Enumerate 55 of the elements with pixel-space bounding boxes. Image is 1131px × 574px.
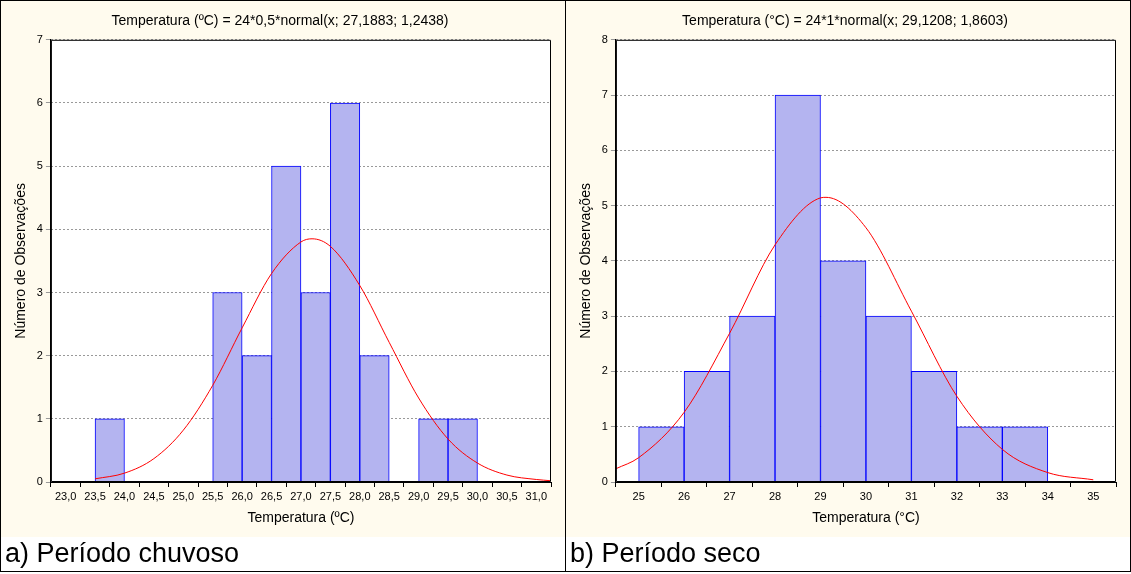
y-tick-label: 4 [601, 253, 608, 266]
x-tick-label: 28,5 [378, 489, 400, 502]
x-tick-label: 25 [632, 489, 645, 502]
x-tick-label: 28,0 [349, 489, 371, 502]
x-tick-label: 29,5 [437, 489, 459, 502]
x-tick-label: 35 [1087, 489, 1100, 502]
x-tick-label: 29,0 [407, 489, 430, 502]
y-tick-label: 8 [601, 32, 608, 45]
x-axis-title: Temperatura (°C) [812, 509, 920, 526]
line-series [615, 196, 1094, 481]
y-tick-label: 7 [36, 32, 43, 45]
chart-title: Temperatura (°C) = 24*1*normal(x; 29,1208; 1,8603) [682, 12, 1008, 29]
x-tick-label: 28 [768, 489, 782, 502]
x-tick-label: 23,5 [84, 489, 106, 502]
y-tick-label: 0 [601, 475, 608, 488]
x-tick-label: 34 [1041, 489, 1054, 502]
y-tick-label: 2 [36, 348, 43, 361]
x-axis-title: Temperatura (ºC) [247, 509, 355, 526]
x-tick-label: 31,0 [525, 489, 547, 502]
x-tick-label: 30 [859, 489, 873, 502]
x-tick-label: 30,5 [496, 489, 518, 502]
y-tick-label: 0 [36, 475, 43, 488]
y-tick-label: 5 [36, 159, 43, 172]
x-tick-label: 25,0 [172, 489, 194, 502]
x-tick-label: 24,0 [113, 489, 136, 502]
x-tick-label: 26,0 [231, 489, 253, 502]
text: a) Período chuvoso [4, 537, 241, 570]
x-tick-label: 32 [950, 489, 964, 502]
y-axis-title: Número de Observações [12, 183, 29, 339]
line-series [94, 238, 551, 482]
x-tick-label: 26 [677, 489, 691, 502]
x-tick-label: 31 [905, 489, 918, 502]
y-tick-label: 3 [36, 285, 43, 298]
y-tick-label: 4 [36, 222, 43, 235]
text: b) Período seco [569, 537, 762, 570]
y-tick-label: 5 [601, 198, 608, 211]
y-tick-label: 6 [36, 96, 43, 108]
chart-title: Temperatura (ºC) = 24*0,5*normal(x; 27,1883; 1,2438) [111, 12, 449, 29]
x-tick-label: 26,5 [260, 489, 283, 502]
y-tick-label: 7 [601, 88, 608, 101]
x-tick-label: 23,0 [54, 489, 77, 502]
y-tick-label: 3 [601, 309, 608, 322]
y-tick-label: 2 [601, 364, 608, 377]
x-tick-label: 29 [814, 489, 827, 502]
y-tick-label: 1 [36, 411, 43, 424]
y-tick-label: 1 [601, 419, 608, 432]
x-tick-label: 27,5 [319, 489, 342, 502]
x-tick-label: 24,5 [143, 489, 165, 502]
x-tick-label: 33 [996, 489, 1009, 502]
x-tick-label: 27,0 [290, 489, 312, 502]
y-tick-label: 6 [601, 143, 608, 156]
x-tick-label: 25,5 [202, 489, 224, 502]
x-tick-label: 27 [723, 489, 736, 502]
x-tick-label: 30,0 [466, 489, 489, 502]
y-axis-title: Número de Observações [577, 183, 594, 339]
